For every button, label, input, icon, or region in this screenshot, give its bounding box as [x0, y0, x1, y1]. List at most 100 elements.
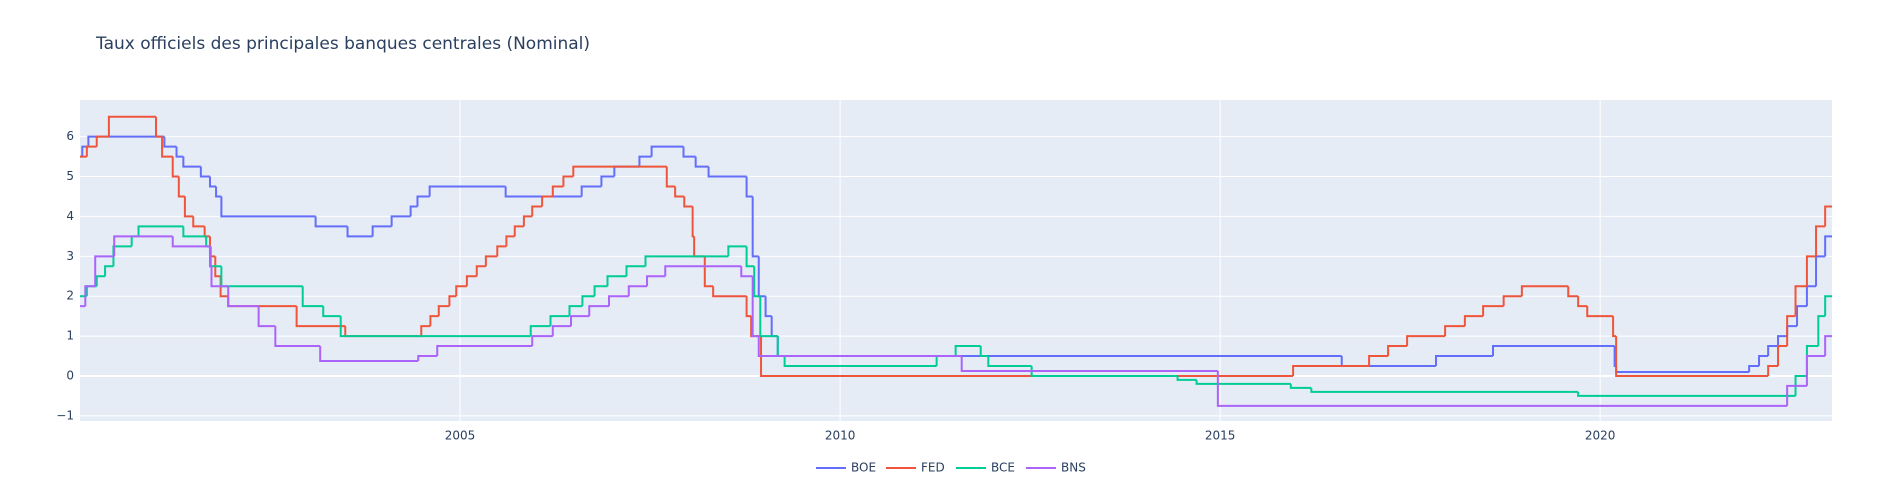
step-segment	[409, 205, 418, 217]
y-tick-label: −1	[56, 408, 74, 422]
step-segment	[707, 166, 747, 178]
lines	[80, 115, 1832, 407]
step-segment	[182, 156, 201, 168]
step-segment	[104, 265, 114, 277]
step-segment	[1463, 315, 1484, 327]
step-segment	[1805, 285, 1817, 307]
step-segment	[95, 135, 109, 147]
step-segment	[682, 146, 696, 158]
step-segment	[1786, 315, 1796, 347]
step-segment	[588, 305, 610, 317]
step-segment	[1310, 387, 1579, 393]
step-segment	[455, 285, 467, 297]
step-segment	[436, 345, 533, 357]
step-segment	[295, 306, 346, 328]
step-segment	[339, 316, 531, 338]
step-segment	[1502, 295, 1522, 307]
step-segment	[94, 255, 115, 287]
step-segment	[745, 296, 752, 318]
step-segment	[783, 356, 937, 367]
y-tick-label: 2	[66, 289, 74, 303]
step-segment	[646, 275, 666, 287]
step-segment	[1586, 306, 1614, 318]
step-segment	[155, 116, 163, 138]
step-segment	[683, 196, 693, 208]
chart-title: Taux officiels des principales banques c…	[95, 34, 590, 54]
step-segment	[625, 265, 646, 277]
step-segment	[87, 135, 165, 147]
step-segment	[954, 345, 981, 357]
step-segment	[757, 336, 962, 358]
step-segment	[694, 156, 709, 168]
step-segment	[751, 196, 759, 258]
step-segment	[1030, 365, 1178, 377]
step-segment	[1786, 384, 1807, 406]
plot-background	[80, 100, 1832, 421]
step-segment	[745, 176, 753, 198]
step-segment	[1195, 379, 1291, 385]
step-segment	[390, 215, 411, 227]
step-segment	[1817, 315, 1826, 347]
step-segment	[192, 216, 205, 228]
step-segment	[987, 356, 1032, 367]
step-segment	[1292, 364, 1370, 376]
step-segment	[1824, 235, 1832, 257]
step-segment	[319, 346, 419, 362]
step-segment	[606, 275, 627, 287]
step-segment	[314, 216, 348, 228]
step-segment	[665, 166, 676, 188]
step-segment	[257, 306, 276, 328]
step-segment	[1824, 295, 1832, 317]
step-segment	[1615, 336, 1769, 377]
step-segment	[593, 285, 608, 297]
step-segment	[759, 296, 778, 338]
step-segment	[549, 315, 570, 327]
step-segment	[429, 315, 439, 327]
y-tick-label: 3	[66, 249, 74, 263]
step-segment	[638, 155, 652, 167]
x-tick-label: 2015	[1205, 429, 1236, 443]
step-segment	[1216, 370, 1788, 407]
step-segment	[1796, 305, 1807, 327]
step-segment	[214, 256, 221, 278]
step-segment	[475, 265, 486, 277]
step-segment	[1387, 345, 1408, 357]
legend-label: BCE	[991, 461, 1015, 475]
step-segment	[1567, 286, 1579, 298]
step-segment	[1794, 374, 1807, 396]
step-segment	[1824, 205, 1832, 227]
step-segment	[1612, 316, 1617, 338]
x-tick-label: 2005	[445, 429, 476, 443]
step-segment	[1767, 364, 1779, 376]
step-segment	[1777, 335, 1788, 347]
y-tick-label: 5	[66, 169, 74, 183]
step-segment	[1815, 225, 1826, 257]
step-segment	[504, 186, 582, 198]
step-segment	[531, 335, 553, 347]
step-segment	[322, 306, 341, 318]
step-segment	[171, 236, 211, 248]
step-segment	[209, 246, 212, 268]
legend-label: FED	[921, 461, 945, 475]
step-segment	[161, 136, 173, 158]
step-segment	[274, 326, 321, 348]
step-segment	[531, 205, 543, 217]
step-segment	[1824, 335, 1832, 357]
step-segment	[581, 295, 595, 307]
step-segment	[85, 145, 97, 157]
step-segment	[551, 325, 572, 337]
legend-label: BNS	[1061, 461, 1086, 475]
step-segment	[1289, 383, 1312, 389]
step-segment	[529, 325, 551, 337]
step-segment	[505, 235, 515, 247]
step-segment	[95, 275, 106, 287]
step-segment	[137, 225, 184, 237]
step-segment	[1758, 355, 1769, 366]
step-segment	[1444, 325, 1465, 337]
step-segment	[346, 226, 373, 238]
step-segment	[1492, 345, 1615, 357]
step-segment	[208, 176, 217, 188]
step-segment	[551, 185, 564, 197]
